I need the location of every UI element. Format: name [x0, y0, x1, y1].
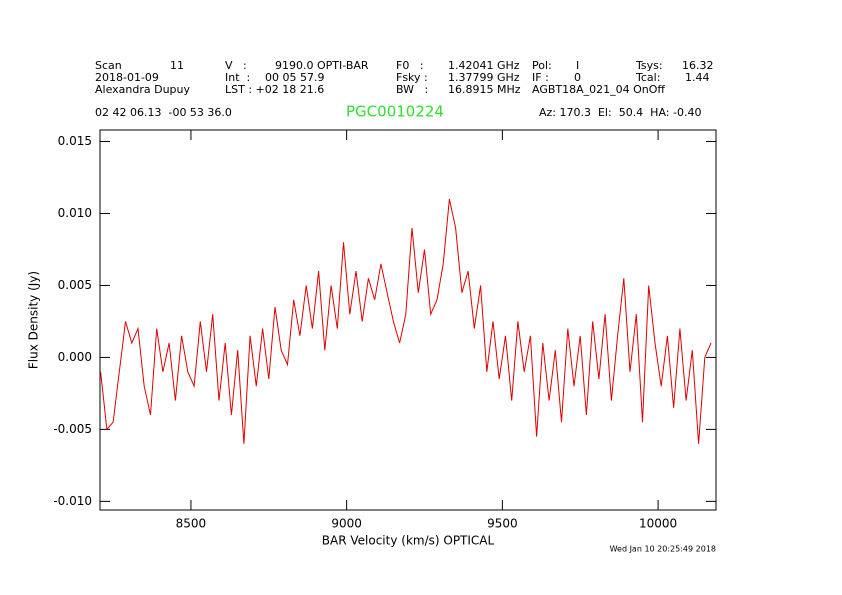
header-text: 02 42 06.13 -00 53 36.0	[95, 106, 232, 119]
header-text: 9190.0 OPTI-BAR	[275, 59, 369, 72]
x-tick-label: 10000	[639, 517, 677, 531]
header-text: LST : +02 18 21.6	[225, 83, 324, 96]
x-tick-label: 9500	[487, 517, 518, 531]
y-axis-label: Flux Density (Jy)	[27, 271, 41, 369]
header-text: 1.37799 GHz	[448, 71, 520, 84]
header-text: BW :	[396, 83, 428, 96]
y-tick-label: 0.010	[58, 206, 92, 220]
header-text: 1.44	[685, 71, 710, 84]
y-tick-label: -0.010	[53, 494, 92, 508]
header-text: AGBT18A_021_04 OnOff	[532, 83, 665, 96]
header-text: F0 :	[396, 59, 424, 72]
header-text: Int :	[225, 71, 250, 84]
header-text: Tsys:	[635, 59, 663, 72]
header-text: Pol:	[532, 59, 552, 72]
y-tick-label: 0.000	[58, 350, 92, 364]
x-tick-label: 9000	[331, 517, 362, 531]
header-text: 11	[170, 59, 184, 72]
header-text: 16.8915 MHz	[448, 83, 521, 96]
chart-title: PGC0010224	[346, 103, 444, 121]
header-text: Scan	[95, 59, 122, 72]
header-text: I	[576, 59, 579, 72]
x-tick-label: 8500	[176, 517, 207, 531]
y-tick-label: -0.005	[53, 422, 92, 436]
header-text: 1.42041 GHz	[448, 59, 520, 72]
header-text: Alexandra Dupuy	[95, 83, 191, 96]
header-text: Az: 170.3 El: 50.4 HA: -0.40	[539, 106, 701, 119]
y-tick-label: 0.015	[58, 134, 92, 148]
data-line	[100, 198, 712, 444]
header-text: 00 05 57.9	[265, 71, 324, 84]
header-text: Fsky :	[396, 71, 428, 84]
header-text: 16.32	[682, 59, 714, 72]
header-text: 0	[574, 71, 581, 84]
timestamp: Wed Jan 10 20:25:49 2018	[610, 545, 716, 554]
plot-frame	[99, 129, 717, 511]
header-text: IF :	[532, 71, 549, 84]
header-text: 2018-01-09	[95, 71, 159, 84]
y-tick-label: 0.005	[58, 278, 92, 292]
x-axis-label: BAR Velocity (km/s) OPTICAL	[322, 534, 495, 548]
header-text: V :	[225, 59, 247, 72]
header-text: Tcal:	[635, 71, 660, 84]
header: Scan 11 V : 9190.0 OPTI-BAR F0 : 1.42041…	[95, 59, 714, 121]
